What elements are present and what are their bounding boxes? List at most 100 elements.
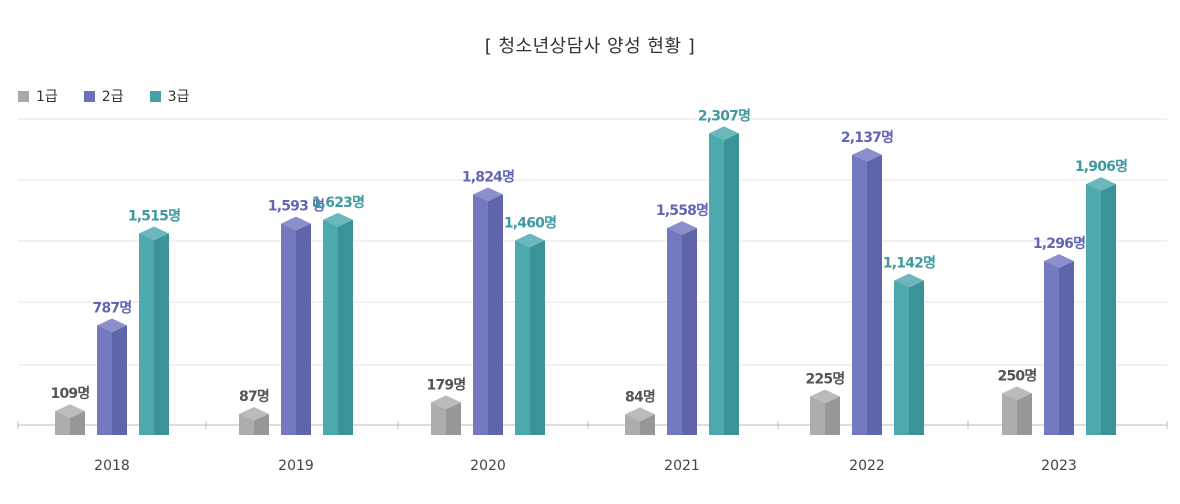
legend-item-1: 1급 (18, 86, 58, 106)
data-label: 1,824명 (462, 168, 514, 185)
bar-cap (323, 212, 353, 227)
data-label: 2,307명 (698, 107, 750, 124)
bar-cap (1044, 254, 1074, 269)
bar-face-right (1101, 184, 1116, 435)
baseline-mask (0, 435, 1180, 504)
bar-1 (810, 389, 840, 435)
bar-face-left (667, 228, 682, 435)
legend-swatch-2 (83, 90, 95, 102)
bar-face-right (446, 402, 461, 435)
bar-face-left (1002, 393, 1017, 435)
legend-swatch-3 (149, 90, 161, 102)
data-label: 1,623명 (312, 194, 364, 211)
bar-2 (852, 147, 882, 436)
data-label: 1,515명 (128, 208, 180, 225)
bar-face-left (281, 223, 296, 435)
bar-cap (625, 407, 655, 422)
bar-2 (97, 318, 127, 435)
bar-face-left (1086, 184, 1101, 435)
bar-face-right (909, 280, 924, 435)
x-tick-label: 2022 (849, 458, 885, 474)
data-label: 2,137명 (841, 129, 893, 146)
bar-1 (239, 407, 269, 435)
bar-2 (667, 221, 697, 435)
x-tick-label: 2023 (1041, 458, 1077, 474)
legend-swatch-1 (18, 90, 29, 102)
x-tick-label: 2021 (664, 458, 700, 474)
bar-face-right (488, 194, 503, 435)
bar-face-right (1059, 261, 1074, 435)
bar-face-left (894, 280, 909, 435)
bar-cap (894, 273, 924, 288)
bar-face-left (55, 411, 70, 435)
bar-cap (97, 318, 127, 333)
legend-item-2: 2급 (83, 86, 124, 106)
bar-face-left (515, 240, 530, 435)
bar-3 (323, 212, 353, 435)
bar-3 (139, 226, 169, 435)
bar-cap (852, 147, 882, 162)
legend-label-1: 1급 (36, 89, 58, 105)
bar-face-left (139, 233, 154, 435)
bar-face-right (724, 133, 739, 435)
bar-2 (1044, 254, 1074, 435)
bar-face-right (682, 228, 697, 435)
bar-1 (625, 407, 655, 435)
data-label: 1,296명 (1033, 235, 1085, 252)
bar-cap (709, 126, 739, 141)
bar-face-left (709, 133, 724, 435)
bar-face-right (1017, 393, 1032, 435)
bar-3 (894, 273, 924, 435)
legend-item-3: 3급 (149, 86, 190, 106)
bar-cap (515, 233, 545, 248)
data-label: 1,558명 (656, 202, 708, 219)
chart-title: [ 청소년상담사 양성 현황 ] (484, 36, 696, 57)
bar-cap (810, 389, 840, 404)
bar-face-left (323, 219, 338, 435)
bar-face-right (867, 154, 882, 436)
data-label: 250명 (998, 367, 1037, 384)
bar-cap (1086, 177, 1116, 192)
legend-label-3: 3급 (167, 89, 190, 105)
data-label: 787명 (93, 300, 132, 317)
bar-face-left (473, 194, 488, 435)
bar-face-right (338, 219, 353, 435)
bar-face-left (810, 396, 825, 435)
bar-cap (55, 404, 85, 419)
data-label: 1,142명 (883, 255, 935, 272)
bar-face-right (154, 233, 169, 435)
bar-face-left (97, 325, 112, 435)
bar-cap (667, 221, 697, 236)
data-label: 1,593 명 (268, 198, 324, 215)
bar-cap (473, 187, 503, 202)
bar-3 (1086, 177, 1116, 435)
data-label: 109명 (51, 385, 90, 402)
bar-1 (1002, 386, 1032, 435)
data-label: 1,906명 (1075, 158, 1127, 175)
bar-cap (281, 216, 311, 231)
bar-cap (139, 226, 169, 241)
data-label: 179명 (427, 376, 466, 393)
bar-face-right (112, 325, 127, 435)
data-label: 84명 (625, 388, 655, 405)
data-label: 1,460명 (504, 214, 556, 231)
bar-3 (709, 126, 739, 435)
bar-3 (515, 233, 545, 435)
legend-label-2: 2급 (101, 89, 124, 105)
x-tick-label: 2019 (278, 458, 314, 474)
bar-face-left (1044, 261, 1059, 435)
bar-cap (239, 407, 269, 422)
bar-face-right (296, 223, 311, 435)
bar-face-left (431, 402, 446, 435)
bar-face-right (70, 411, 85, 435)
bar-face-left (852, 154, 867, 436)
bar-cap (431, 395, 461, 410)
bar-2 (473, 187, 503, 435)
data-label: 87명 (239, 388, 269, 405)
x-tick-label: 2020 (470, 458, 506, 474)
data-label: 225명 (806, 371, 845, 388)
bar-cap (1002, 386, 1032, 401)
bar-2 (281, 216, 311, 435)
bar-face-right (530, 240, 545, 435)
